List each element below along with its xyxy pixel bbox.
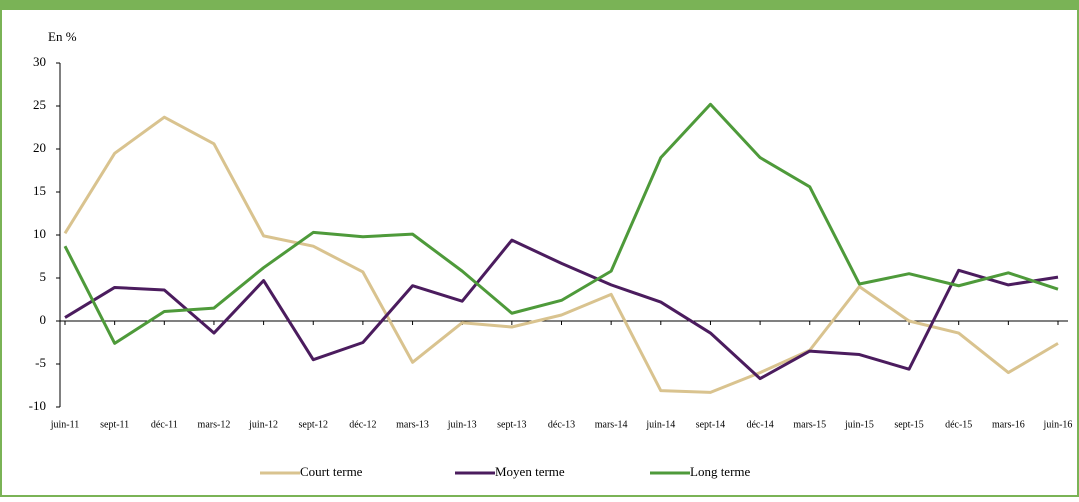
x-tick-label: mars-12 <box>198 419 231 430</box>
line-series <box>63 102 1059 345</box>
x-tick-label: juin-11 <box>50 419 80 430</box>
x-tick-label: mars-15 <box>793 419 826 430</box>
x-tick-label: sept-15 <box>894 419 923 430</box>
x-tick-label: juin-14 <box>645 419 675 430</box>
x-tick-label: déc-12 <box>349 419 376 430</box>
x-tick-label: mars-13 <box>396 419 429 430</box>
x-tick-label: sept-12 <box>299 419 328 430</box>
y-tick-label: -10 <box>29 398 46 413</box>
top-bar <box>0 0 1079 9</box>
legend-label: Long terme <box>690 464 751 479</box>
x-tick-label: juin-15 <box>844 419 874 430</box>
x-tick-label: sept-13 <box>497 419 526 430</box>
y-tick-label: 5 <box>40 269 47 284</box>
y-tick-label: 20 <box>33 140 46 155</box>
x-tick-label: sept-14 <box>696 419 725 430</box>
y-tick-label: -5 <box>35 355 46 370</box>
x-tick-label: déc-14 <box>746 419 773 430</box>
x-tick-label: mars-14 <box>595 419 628 430</box>
y-tick-label: 10 <box>33 226 46 241</box>
x-tick-label: déc-15 <box>945 419 972 430</box>
x-tick-label: juin-16 <box>1043 419 1073 430</box>
frame <box>0 8 1079 497</box>
line-series <box>64 238 1059 381</box>
x-tick-label: juin-12 <box>248 419 278 430</box>
x-tick-label: mars-16 <box>992 419 1025 430</box>
y-tick-label: 15 <box>33 183 46 198</box>
legend-label: Moyen terme <box>495 464 565 479</box>
y-tick-label: 30 <box>33 54 46 69</box>
y-axis-label: En % <box>48 29 77 44</box>
x-tick-label: déc-13 <box>548 419 575 430</box>
x-tick-label: juin-13 <box>447 419 477 430</box>
y-tick-label: 0 <box>40 312 47 327</box>
x-tick-label: déc-11 <box>151 419 178 430</box>
y-tick-label: 25 <box>33 97 46 112</box>
x-tick-label: sept-11 <box>100 419 129 430</box>
legend-label: Court terme <box>300 464 363 479</box>
line-series <box>63 115 1059 394</box>
